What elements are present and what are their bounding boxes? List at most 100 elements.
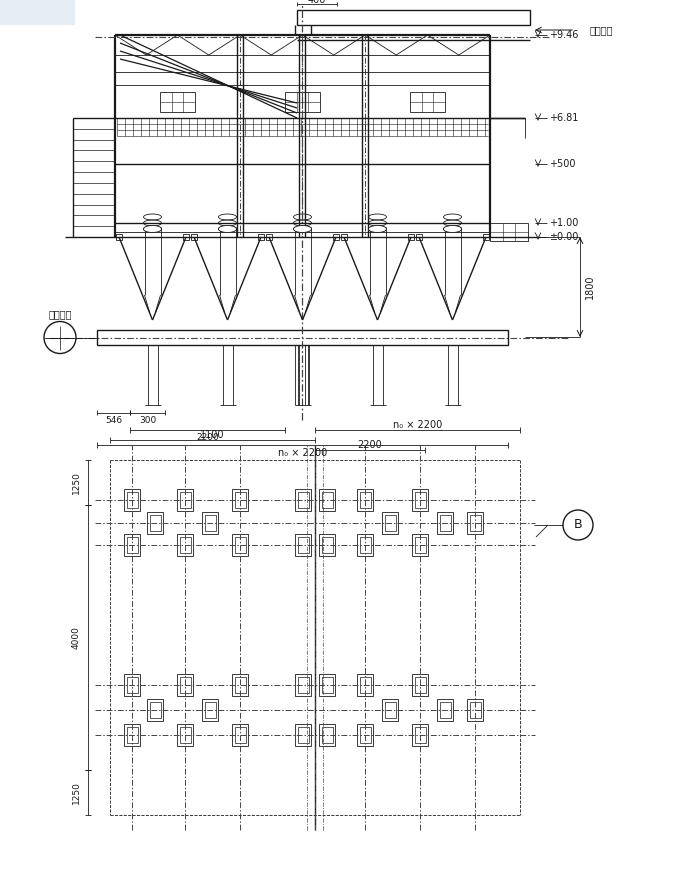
Bar xyxy=(116,234,122,240)
Bar xyxy=(360,677,370,693)
Bar xyxy=(204,515,216,531)
Bar xyxy=(357,489,373,511)
Bar xyxy=(177,534,193,556)
Bar xyxy=(416,234,422,240)
Bar xyxy=(179,677,190,693)
Bar xyxy=(160,92,195,112)
Text: 净化气体: 净化气体 xyxy=(48,310,71,319)
Text: 546: 546 xyxy=(105,415,122,424)
Bar xyxy=(124,724,140,746)
Bar xyxy=(298,677,309,693)
Bar xyxy=(124,674,140,696)
Bar xyxy=(357,724,373,746)
Text: 300: 300 xyxy=(139,415,156,424)
Bar xyxy=(147,512,163,534)
Bar xyxy=(490,223,528,241)
Text: +500: +500 xyxy=(549,159,575,169)
Bar xyxy=(232,724,248,746)
Bar xyxy=(202,512,218,534)
Bar xyxy=(384,515,395,531)
Bar xyxy=(298,492,309,508)
Text: 400: 400 xyxy=(308,0,326,5)
Bar xyxy=(150,702,160,718)
Text: 1250: 1250 xyxy=(71,781,80,804)
Bar xyxy=(321,492,332,508)
Text: n₀ × 2200: n₀ × 2200 xyxy=(278,448,327,458)
Text: 2200: 2200 xyxy=(358,440,382,450)
Text: 1100: 1100 xyxy=(200,430,225,440)
Bar xyxy=(234,727,246,743)
Bar xyxy=(297,10,530,25)
Bar xyxy=(470,515,480,531)
Bar xyxy=(295,489,311,511)
Bar xyxy=(298,727,309,743)
Bar xyxy=(298,537,309,553)
Bar xyxy=(232,534,248,556)
Bar xyxy=(295,534,311,556)
Bar xyxy=(232,674,248,696)
Bar xyxy=(147,699,163,721)
Bar xyxy=(414,677,426,693)
Bar xyxy=(266,234,272,240)
Bar xyxy=(179,492,190,508)
Bar xyxy=(440,515,451,531)
Bar xyxy=(191,234,197,240)
Bar xyxy=(258,234,264,240)
Bar xyxy=(357,534,373,556)
Bar xyxy=(414,537,426,553)
Bar xyxy=(97,330,508,345)
Text: 1800: 1800 xyxy=(585,275,595,299)
Ellipse shape xyxy=(444,225,461,232)
Text: 2200: 2200 xyxy=(196,432,219,442)
Bar xyxy=(467,699,483,721)
Ellipse shape xyxy=(218,225,237,232)
Bar xyxy=(470,702,480,718)
Bar xyxy=(412,724,428,746)
Bar xyxy=(295,674,311,696)
Bar xyxy=(384,702,395,718)
Bar xyxy=(232,489,248,511)
Bar xyxy=(127,727,137,743)
Bar xyxy=(357,674,373,696)
Bar xyxy=(440,702,451,718)
Bar xyxy=(124,534,140,556)
Bar xyxy=(179,727,190,743)
Bar xyxy=(412,674,428,696)
Ellipse shape xyxy=(144,225,162,232)
Bar xyxy=(127,537,137,553)
Bar xyxy=(382,699,398,721)
Bar xyxy=(234,677,246,693)
Ellipse shape xyxy=(293,225,312,232)
Bar xyxy=(150,515,160,531)
Bar xyxy=(410,92,445,112)
Bar xyxy=(234,537,246,553)
Text: 4000: 4000 xyxy=(71,626,80,649)
Bar xyxy=(285,92,320,112)
Bar xyxy=(319,534,335,556)
Bar xyxy=(341,234,347,240)
Text: B: B xyxy=(574,517,582,531)
Bar xyxy=(408,234,414,240)
Text: n₀ × 2200: n₀ × 2200 xyxy=(393,420,442,430)
Bar xyxy=(321,727,332,743)
Bar xyxy=(360,537,370,553)
Text: +1.00: +1.00 xyxy=(549,218,578,228)
Bar xyxy=(360,492,370,508)
Bar xyxy=(483,234,489,240)
Bar xyxy=(319,489,335,511)
Bar xyxy=(437,699,453,721)
Text: 含尘气体: 含尘气体 xyxy=(590,25,613,35)
Bar xyxy=(382,512,398,534)
Bar xyxy=(127,492,137,508)
Bar xyxy=(202,699,218,721)
Bar xyxy=(319,724,335,746)
Text: +6.81: +6.81 xyxy=(549,113,578,123)
Bar xyxy=(0,0,75,25)
Text: ±0.00: ±0.00 xyxy=(549,232,578,242)
Bar xyxy=(177,724,193,746)
Bar xyxy=(234,492,246,508)
Bar xyxy=(204,702,216,718)
Bar xyxy=(412,534,428,556)
Text: 1250: 1250 xyxy=(71,471,80,494)
Bar xyxy=(127,677,137,693)
